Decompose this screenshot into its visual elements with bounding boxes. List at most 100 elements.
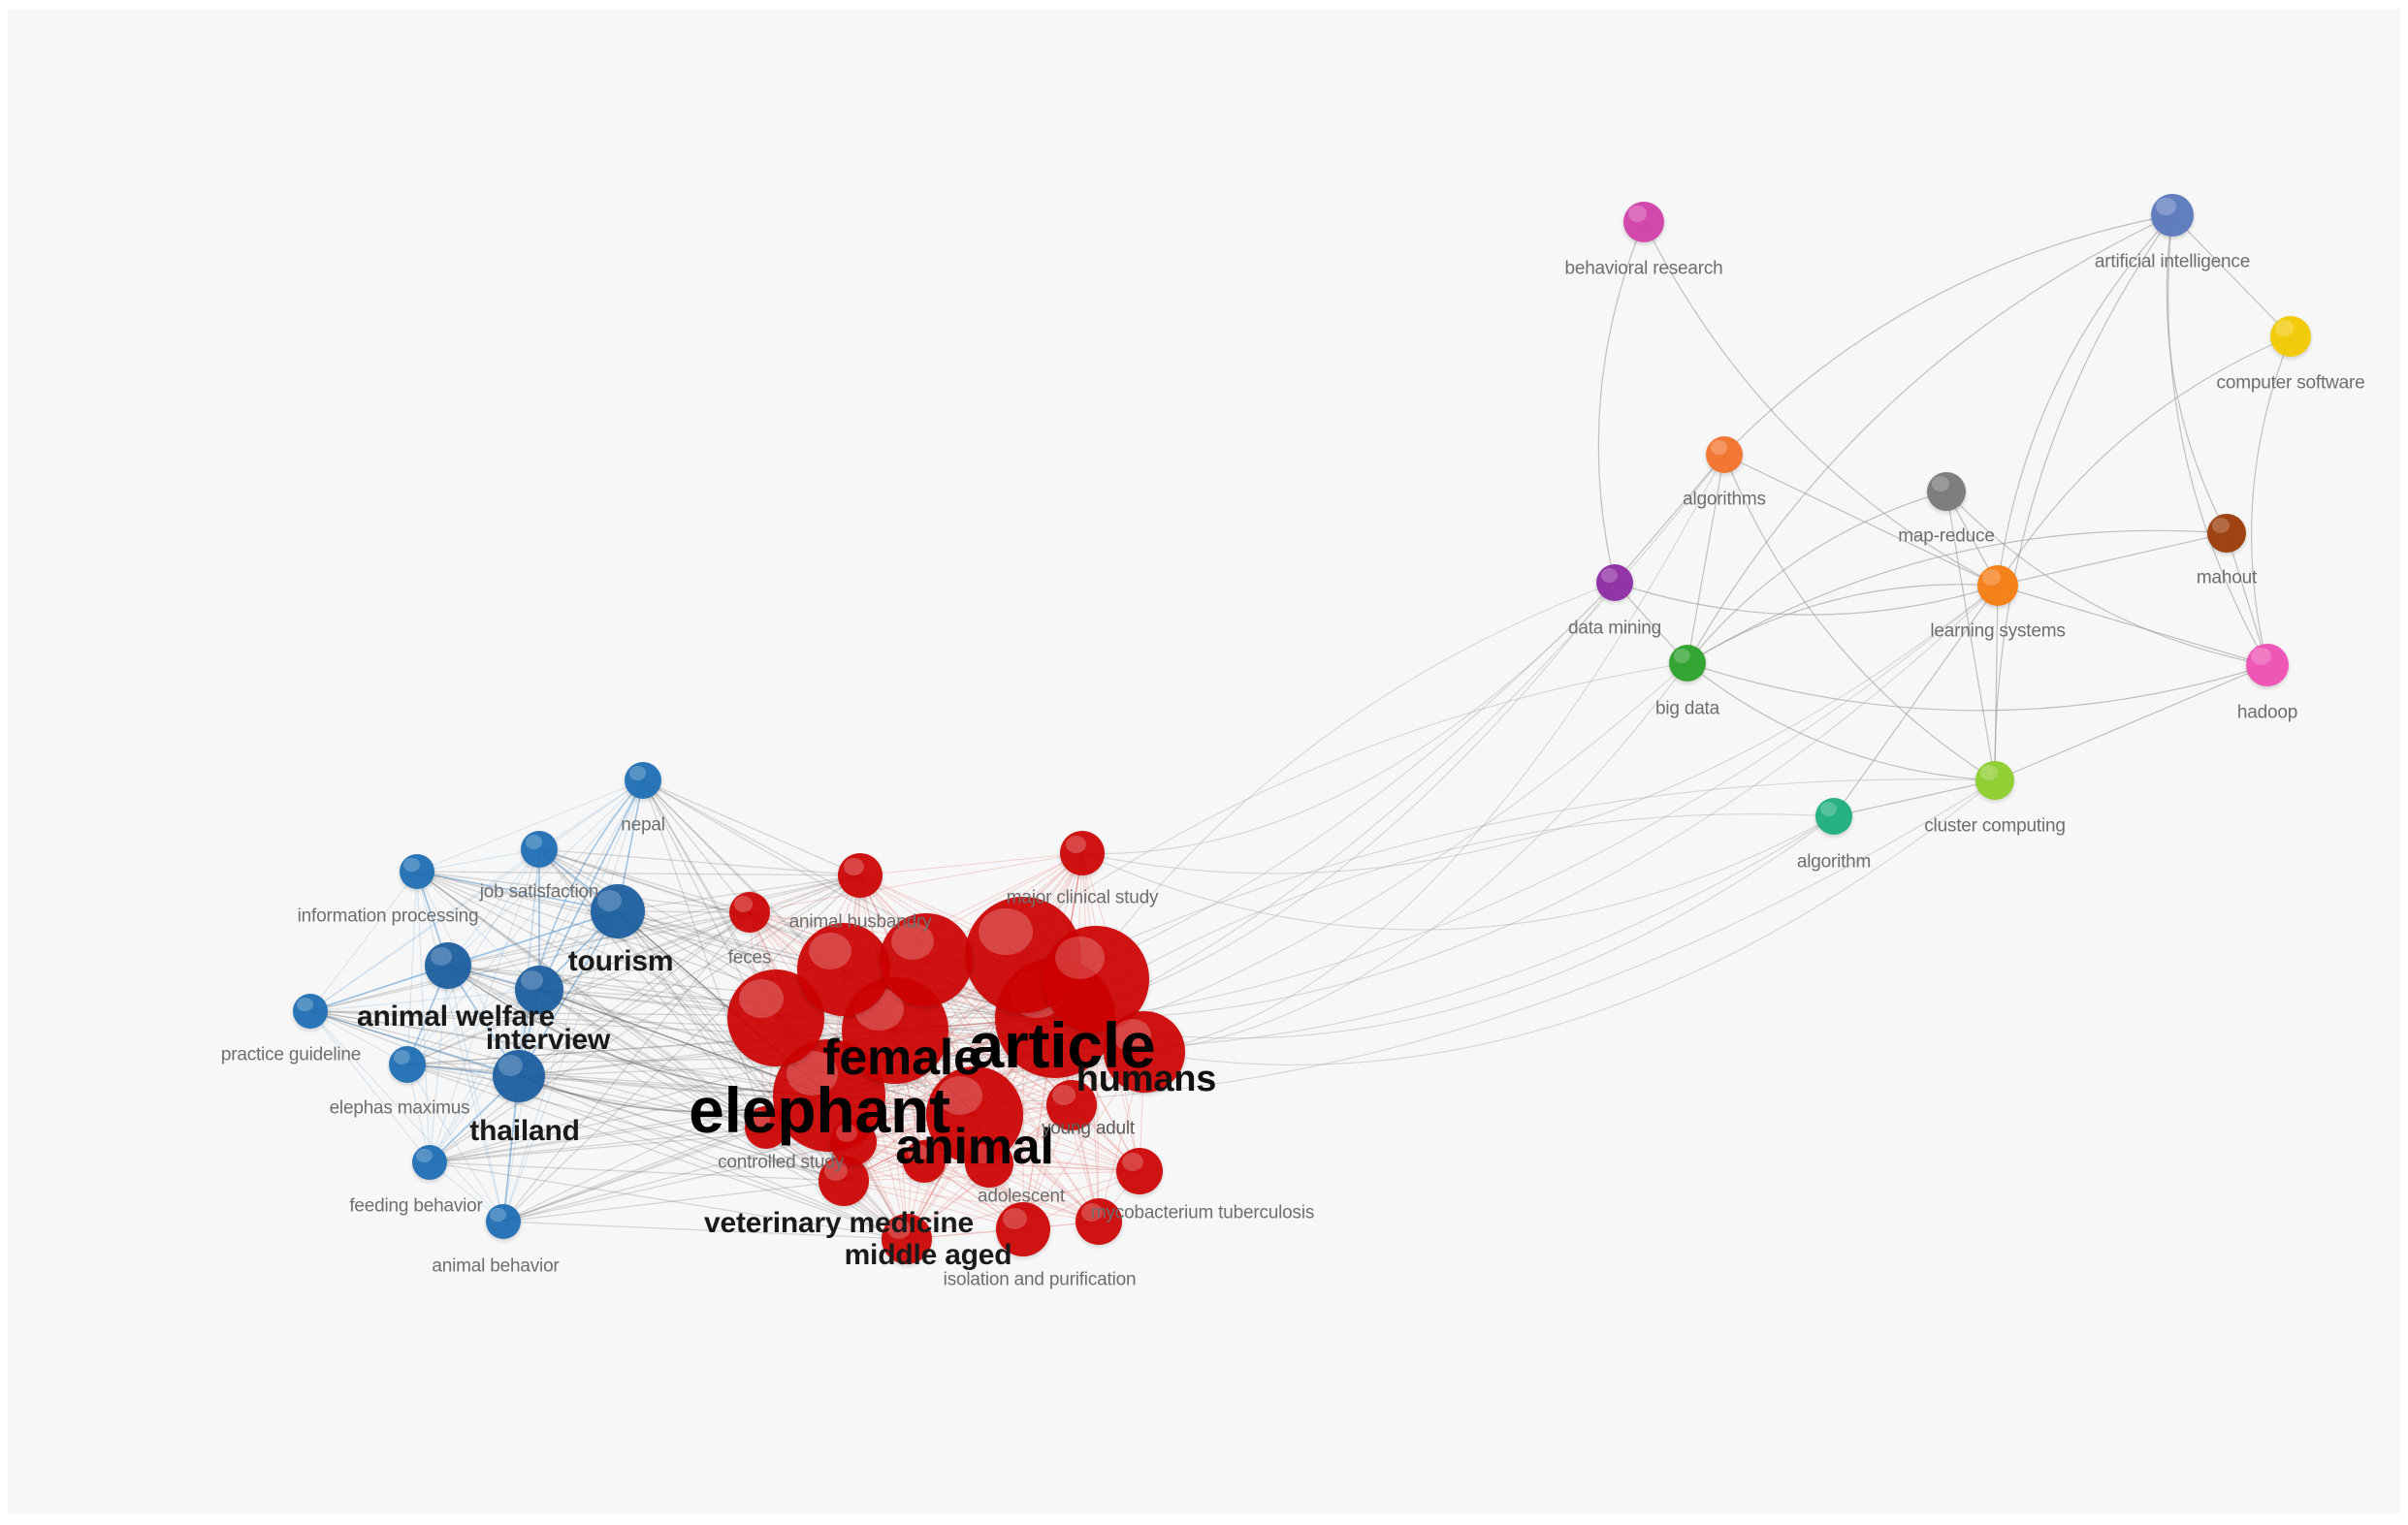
network-edge [1686,454,1725,664]
network-edge [2167,214,2268,666]
network-edge [416,848,540,873]
network-node-hadoop[interactable] [2246,644,2289,686]
network-node-humans[interactable] [1104,1011,1185,1093]
network-edge [447,874,861,967]
network-edge [538,779,644,991]
network-edge [1723,454,1999,587]
network-node-map-reduce[interactable] [1927,472,1966,511]
network-map-surface[interactable]: behavioral research artificial intelligen… [8,9,2400,1513]
network-node-artificial-intelligence[interactable] [2151,194,2194,237]
network-node-elephas-maximus[interactable] [389,1046,426,1083]
network-node-unlabeled[interactable] [880,913,973,1006]
network-edge [518,910,619,1077]
network-edge [416,871,619,912]
network-edge [502,779,644,1223]
network-edge [538,779,644,991]
network-node-mycobacterium-tuberculosis[interactable] [1116,1148,1163,1194]
network-edge [429,874,861,1163]
network-edge [502,874,861,1223]
network-node-young-adult[interactable] [1046,1080,1097,1130]
network-node-unlabeled[interactable] [830,1119,877,1165]
network-node-unlabeled[interactable] [903,1140,946,1183]
network-edge [406,1064,767,1128]
network-node-major-clinical-study[interactable] [1060,831,1105,875]
network-edge [852,1141,1024,1230]
network-node-cluster-computing[interactable] [1975,761,2014,800]
network-edge [429,1127,767,1163]
network-edge [447,965,830,1096]
network-edge [642,779,751,913]
network-node-animal-behavior[interactable] [486,1204,521,1239]
network-edge [309,779,644,1012]
network-node-middle-aged[interactable] [882,1214,932,1264]
network-edge [617,874,861,912]
network-edge [518,874,861,1077]
network-edge [502,1114,976,1223]
network-edge [518,779,644,1077]
network-node-adolescent[interactable] [965,1139,1013,1188]
network-edge [1994,664,2268,781]
network-edge [1833,585,1999,817]
network-edge [429,1114,976,1163]
network-node-information-processing[interactable] [400,854,434,889]
network-node-job-satisfaction[interactable] [521,831,558,868]
network-edge [416,871,504,1223]
network-node-interview[interactable] [515,966,563,1014]
network-edge [518,1030,896,1077]
network-node-unlabeled[interactable] [1076,1198,1122,1245]
network-edge [518,779,644,1077]
network-edge [309,911,751,1012]
network-node-mahout[interactable] [2207,514,2246,553]
network-node-big-data[interactable] [1669,645,1706,682]
network-node-computer-software[interactable] [2270,316,2311,357]
network-edge [429,848,540,1163]
network-edge [2251,335,2292,666]
network-edge [923,1160,1100,1223]
network-edge [1686,214,2173,664]
network-edge [502,1180,845,1223]
network-edge [447,911,751,967]
network-node-feces[interactable] [729,892,770,933]
network-node-tourism[interactable] [591,884,645,938]
network-edge [1686,662,1996,781]
network-edge [447,910,619,967]
network-edge [309,989,540,1012]
network-edge [502,1127,767,1223]
network-edge [1723,454,1996,781]
network-node-algorithm[interactable] [1815,798,1852,835]
network-node-unlabeled[interactable] [797,923,890,1016]
network-edge [1143,454,1725,1053]
network-edge [1997,532,2228,587]
network-edge [429,910,619,1163]
network-node-algorithms[interactable] [1706,436,1743,473]
network-edge [447,910,619,967]
network-edge [406,779,644,1065]
network-edge [406,871,418,1065]
network-edge [906,1051,1145,1240]
network-edge [828,454,1725,1096]
network-node-feeding-behavior[interactable] [412,1145,447,1180]
network-edge [1997,214,2173,587]
network-edge [1686,491,1947,664]
network-node-animal-husbandry[interactable] [838,853,883,898]
network-edge [1945,491,2268,666]
network-edge [406,1064,908,1240]
network-node-thailand[interactable] [493,1050,545,1102]
network-edge [1054,813,1835,1019]
network-edge [429,1161,908,1240]
network-edge [429,1161,845,1182]
network-node-behavioral-research[interactable] [1623,202,1664,242]
network-edge [447,965,767,1128]
network-node-animal-welfare[interactable] [425,942,471,989]
network-node-controlled-study[interactable] [745,1106,787,1149]
network-node-practice-guideline[interactable] [293,994,328,1029]
network-node-unlabeled[interactable] [965,897,1081,1013]
network-node-nepal[interactable] [625,762,661,799]
network-edge [309,1010,845,1182]
network-edge [406,1064,845,1182]
network-node-data-mining[interactable] [1596,564,1633,601]
network-node-learning-systems[interactable] [1977,565,2018,606]
network-edge [416,871,767,1128]
network-node-isolation-and-purification[interactable] [996,1202,1050,1256]
